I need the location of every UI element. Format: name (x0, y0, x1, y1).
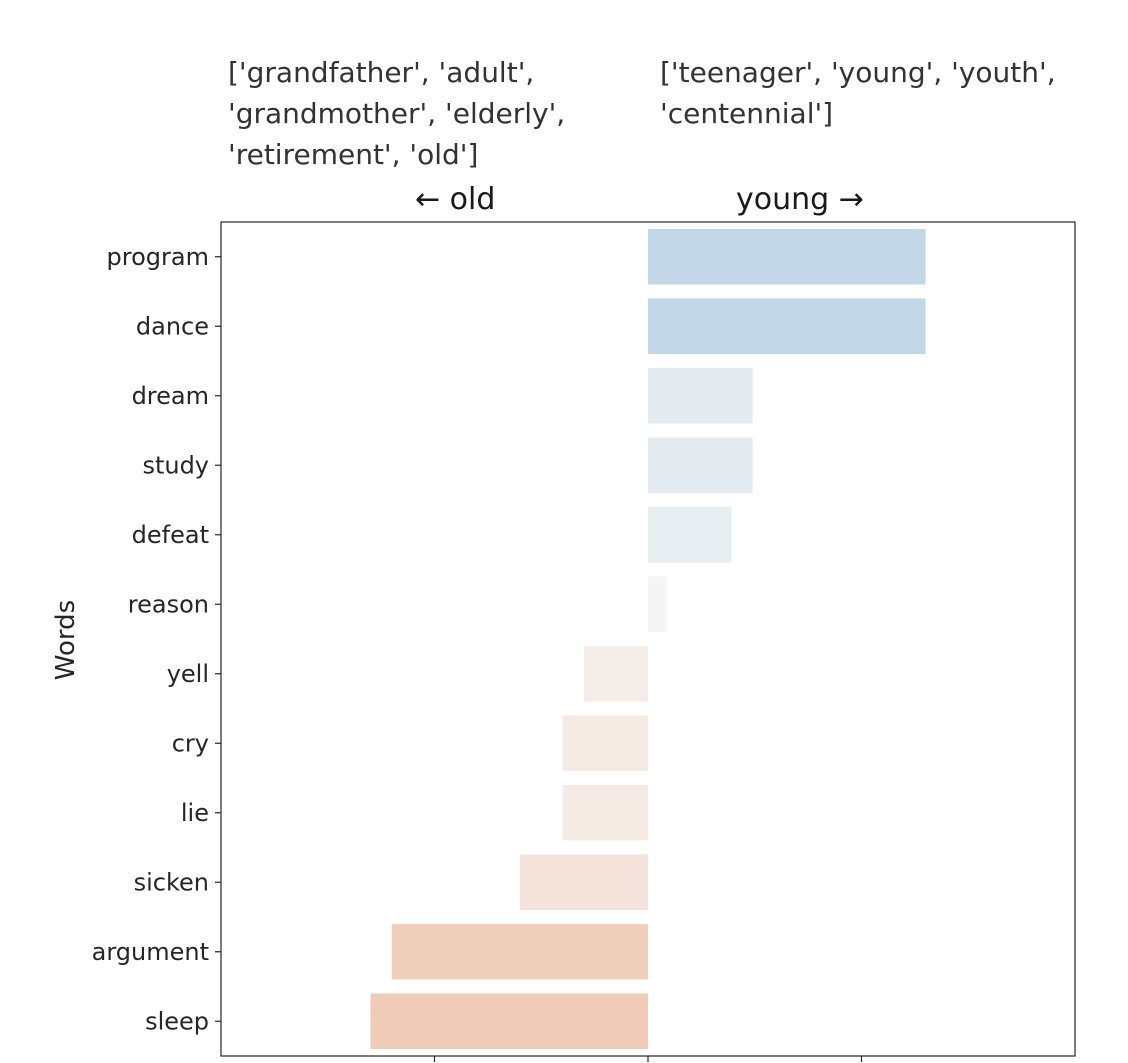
bar-reason (648, 576, 668, 633)
left-target-words: ['grandfather', 'adult', 'grandmother', … (228, 56, 566, 171)
bar-lie (562, 784, 648, 841)
y-tick-label-program: program (107, 243, 209, 271)
y-tick-label-defeat: defeat (132, 521, 209, 549)
bar-dance (648, 298, 926, 355)
bar-study (648, 437, 753, 494)
y-tick-label-dream: dream (132, 382, 209, 410)
bar-program (648, 228, 926, 285)
young-direction-label: young → (736, 182, 864, 217)
y-tick-label-yell: yell (167, 660, 209, 688)
bar-yell (583, 645, 648, 702)
y-tick-label-lie: lie (181, 799, 209, 827)
bar-cry (562, 715, 648, 772)
y-tick-label-cry: cry (172, 729, 209, 757)
bar-sleep (370, 993, 648, 1050)
bar-argument (391, 923, 648, 980)
bar-defeat (648, 506, 732, 563)
y-tick-label-dance: dance (136, 312, 209, 340)
y-tick-label-reason: reason (128, 590, 209, 618)
y-tick-label-sleep: sleep (145, 1007, 209, 1035)
right-target-words: ['teenager', 'young', 'youth', 'centenni… (660, 56, 1056, 130)
y-tick-label-argument: argument (92, 938, 209, 966)
bar-dream (648, 367, 753, 424)
old-direction-label: ← old (415, 182, 496, 217)
bar-sicken (519, 854, 648, 911)
y-tick-label-sicken: sicken (134, 868, 209, 896)
y-tick-label-study: study (142, 451, 209, 479)
